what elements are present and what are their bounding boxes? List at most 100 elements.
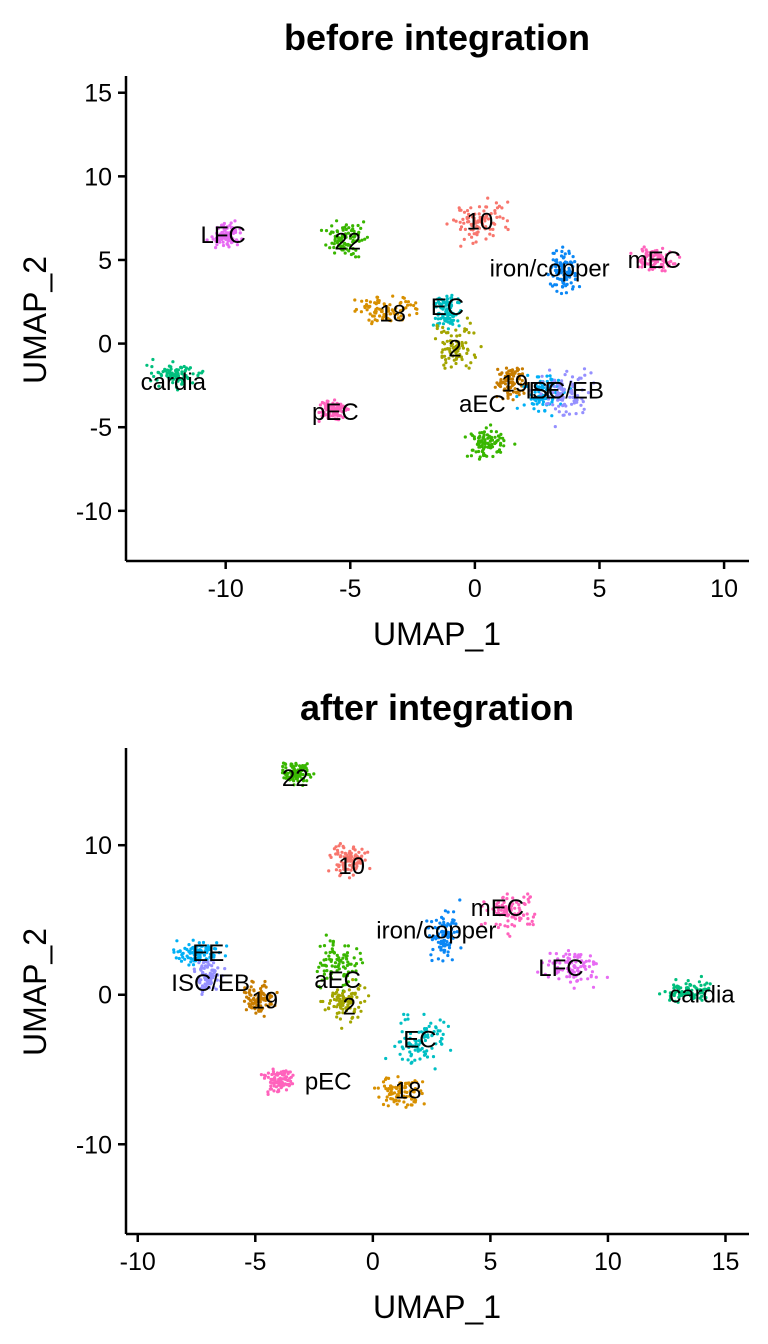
data-point [454,219,458,223]
data-point [363,986,367,990]
data-point [438,321,442,325]
data-point [344,223,348,227]
data-point [528,895,532,899]
data-point [584,959,588,963]
data-point [558,968,562,972]
data-point [263,979,267,984]
cluster-points [353,294,419,326]
data-point [178,949,182,953]
data-point [422,1035,426,1039]
data-point [483,445,487,449]
data-point [345,853,349,858]
data-point [484,237,488,241]
data-point [324,413,328,417]
data-point [434,305,438,309]
data-point [386,316,390,320]
data-point [380,317,384,322]
data-point [212,953,216,958]
data-point [210,972,214,976]
data-point [341,983,345,987]
data-point [374,302,378,306]
data-point [473,212,477,216]
data-point [327,1007,331,1011]
data-point [688,983,692,987]
data-point [220,223,224,227]
data-point [408,1094,412,1098]
data-point [482,430,486,434]
data-point [447,320,451,324]
data-point [376,295,380,299]
data-point [278,1071,282,1075]
data-point [700,994,704,998]
data-point [700,998,704,1002]
data-point [352,229,356,233]
data-point [449,1048,453,1052]
data-point [458,227,463,231]
y-tick-label: 0 [98,331,112,359]
data-point [375,319,379,323]
data-point [649,266,653,270]
data-point [496,434,500,438]
data-point [434,1042,438,1046]
data-point [284,773,288,777]
data-point [292,783,296,787]
data-point [478,431,482,435]
data-point [281,764,285,769]
data-point [430,1033,434,1037]
data-point [485,454,489,458]
y-tick-label: 10 [84,163,112,191]
data-point [565,277,569,282]
data-point [651,263,655,267]
data-point [159,373,164,378]
data-point [494,922,498,926]
data-point [187,963,191,967]
data-point [315,969,319,974]
data-point [493,441,497,446]
data-point [506,227,510,232]
data-point [468,321,472,325]
data-point [644,254,648,258]
data-point [250,1001,254,1005]
cluster-points [373,1075,426,1109]
data-point [540,374,544,378]
data-point [500,206,504,210]
data-point [155,378,159,382]
data-point [577,285,582,289]
data-point [500,903,504,907]
data-point [566,949,571,953]
data-point [491,227,495,231]
data-point [583,373,587,377]
data-point [199,986,203,990]
data-point [465,351,469,355]
data-point [402,296,406,300]
data-point [338,414,342,418]
data-point [526,892,530,896]
data-point [319,999,323,1004]
cluster-points [629,245,682,273]
data-point [276,1090,280,1094]
data-point [588,954,593,958]
data-point [347,226,351,230]
data-point [441,1032,445,1036]
data-point [564,410,568,414]
data-point [358,860,362,864]
data-point [676,1000,680,1004]
data-point [548,368,552,372]
data-point [436,932,441,936]
data-point [322,944,327,948]
data-point [301,783,305,788]
data-point [342,953,346,957]
data-point [407,1042,412,1046]
data-point [341,965,346,969]
data-point [517,903,521,907]
data-point [332,1004,336,1009]
data-point [522,391,526,395]
chart-title: after integration [300,687,574,728]
data-point [406,1017,410,1021]
data-point [337,999,341,1003]
data-point [532,407,536,411]
data-point [406,300,410,304]
data-point [345,963,349,968]
data-point [359,856,363,860]
data-point [511,390,516,394]
